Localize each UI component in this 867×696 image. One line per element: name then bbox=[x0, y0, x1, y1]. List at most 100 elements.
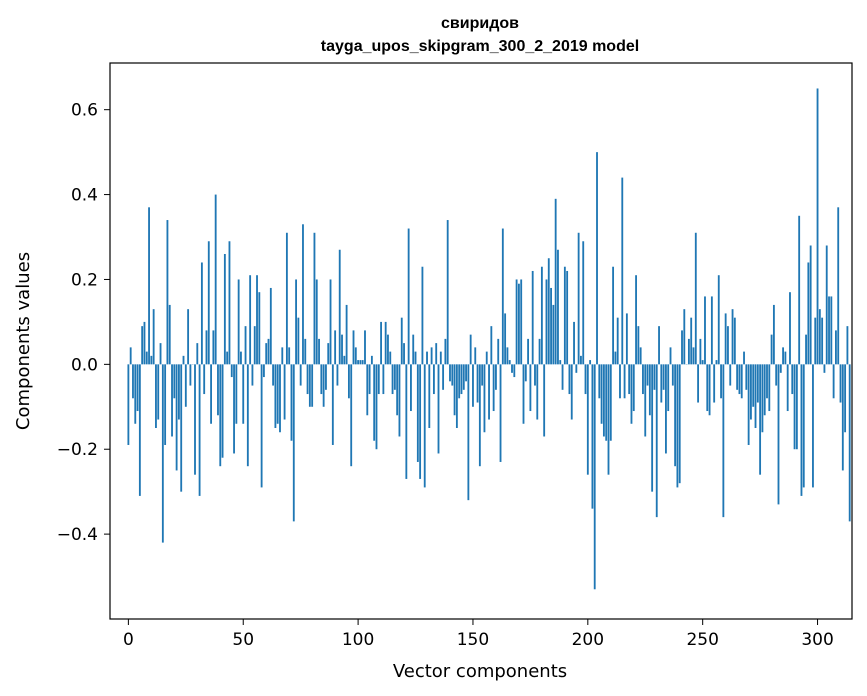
bar-69 bbox=[285, 232, 288, 365]
bar-211 bbox=[612, 266, 615, 365]
bar-55 bbox=[253, 326, 256, 365]
bar-219 bbox=[630, 364, 633, 424]
bar-94 bbox=[343, 355, 346, 365]
plot-frame bbox=[109, 62, 853, 620]
bar-210 bbox=[609, 364, 612, 441]
bar-76 bbox=[302, 224, 304, 365]
bar-21 bbox=[175, 364, 178, 471]
bar-230 bbox=[655, 364, 658, 518]
bar-47 bbox=[235, 364, 238, 424]
bar-314 bbox=[848, 364, 851, 522]
bar-101 bbox=[359, 360, 362, 365]
bar-302 bbox=[821, 317, 824, 365]
bar-3 bbox=[134, 364, 137, 424]
bar-308 bbox=[835, 330, 837, 365]
bar-155 bbox=[483, 364, 486, 433]
bar-139 bbox=[446, 220, 449, 365]
bar-256 bbox=[715, 360, 718, 365]
bar-309 bbox=[837, 207, 840, 365]
bar-72 bbox=[292, 364, 295, 522]
bar-40 bbox=[219, 364, 222, 467]
bar-255 bbox=[713, 364, 716, 403]
bar-249 bbox=[699, 338, 702, 365]
bar-131 bbox=[428, 364, 431, 428]
bar-202 bbox=[591, 364, 594, 509]
bar-70 bbox=[288, 347, 291, 365]
bar-16 bbox=[164, 364, 167, 445]
x-tick-label: 150 bbox=[457, 630, 489, 650]
bar-13 bbox=[157, 364, 160, 420]
bar-18 bbox=[168, 304, 171, 365]
bar-62 bbox=[269, 287, 272, 365]
bar-177 bbox=[534, 364, 536, 386]
bar-75 bbox=[299, 364, 302, 386]
bar-11 bbox=[152, 309, 155, 365]
bar-100 bbox=[357, 360, 360, 365]
bar-278 bbox=[766, 364, 768, 399]
bar-36 bbox=[210, 364, 212, 424]
bar-142 bbox=[453, 364, 456, 416]
bar-221 bbox=[635, 275, 637, 365]
bar-200 bbox=[586, 364, 589, 475]
bar-111 bbox=[382, 364, 385, 395]
bar-282 bbox=[775, 364, 778, 386]
bar-286 bbox=[784, 351, 787, 365]
bar-267 bbox=[740, 364, 743, 399]
bar-280 bbox=[770, 334, 773, 365]
chart-title: свиридов bbox=[441, 15, 519, 32]
bar-132 bbox=[430, 347, 433, 365]
bar-236 bbox=[669, 347, 672, 365]
bar-4 bbox=[136, 364, 139, 412]
bar-12 bbox=[155, 364, 157, 428]
bar-261 bbox=[727, 326, 729, 365]
bar-296 bbox=[807, 262, 810, 365]
bar-148 bbox=[467, 364, 470, 501]
bar-214 bbox=[619, 364, 621, 399]
bar-232 bbox=[660, 364, 663, 403]
bar-17 bbox=[166, 220, 169, 365]
bar-87 bbox=[327, 343, 330, 365]
bar-205 bbox=[598, 364, 601, 399]
bar-201 bbox=[589, 360, 592, 365]
bar-237 bbox=[671, 364, 674, 386]
bar-136 bbox=[439, 351, 442, 365]
chart-subtitle: tayga_upos_skipgram_300_2_2019 model bbox=[321, 38, 639, 55]
bar-189 bbox=[561, 364, 564, 390]
bar-121 bbox=[405, 364, 408, 479]
bar-257 bbox=[717, 275, 720, 365]
bar-240 bbox=[678, 364, 681, 484]
bar-7 bbox=[143, 321, 146, 365]
bar-179 bbox=[538, 338, 541, 365]
bar-235 bbox=[667, 364, 670, 412]
bar-0 bbox=[127, 364, 130, 445]
y-tick-label: 0.6 bbox=[71, 101, 98, 121]
bar-197 bbox=[580, 355, 582, 365]
bar-299 bbox=[814, 317, 817, 365]
bar-145 bbox=[460, 364, 463, 395]
bar-192 bbox=[568, 364, 571, 395]
bar-158 bbox=[490, 326, 493, 365]
bar-106 bbox=[370, 355, 373, 365]
bar-110 bbox=[380, 321, 382, 365]
bar-269 bbox=[745, 364, 748, 390]
bar-184 bbox=[550, 287, 552, 365]
bar-64 bbox=[274, 364, 277, 428]
bar-209 bbox=[607, 364, 610, 475]
bar-159 bbox=[492, 364, 495, 412]
bar-114 bbox=[389, 351, 392, 365]
bar-79 bbox=[308, 364, 311, 407]
bar-9 bbox=[148, 207, 150, 365]
bar-30 bbox=[196, 343, 199, 365]
bar-268 bbox=[743, 351, 745, 365]
bar-118 bbox=[398, 364, 401, 437]
x-axis-label: Vector components bbox=[393, 661, 567, 682]
bar-310 bbox=[839, 364, 842, 403]
bar-81 bbox=[313, 232, 316, 365]
bar-46 bbox=[233, 364, 235, 454]
bar-220 bbox=[632, 364, 635, 412]
bar-251 bbox=[704, 296, 706, 365]
bar-34 bbox=[205, 330, 208, 365]
bar-29 bbox=[194, 364, 196, 475]
bar-292 bbox=[798, 215, 801, 365]
bar-178 bbox=[536, 364, 539, 420]
